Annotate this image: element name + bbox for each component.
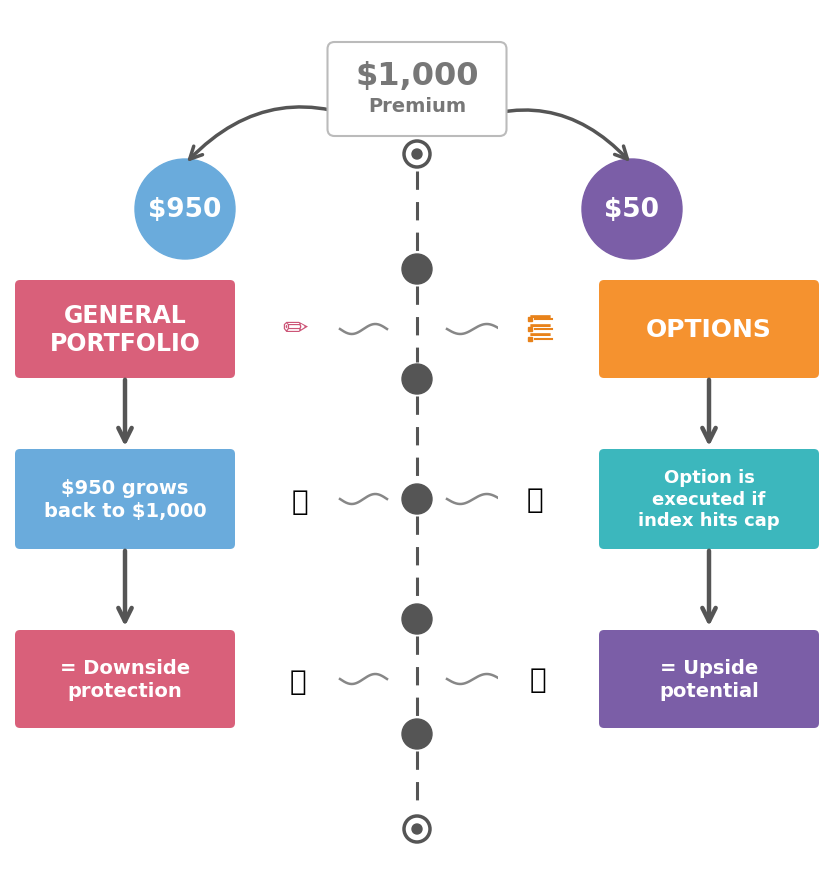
Text: $50: $50 [605, 196, 660, 223]
FancyBboxPatch shape [328, 43, 506, 137]
FancyBboxPatch shape [498, 285, 616, 374]
FancyBboxPatch shape [599, 631, 819, 728]
Text: ☰: ☰ [528, 314, 552, 342]
FancyArrowPatch shape [450, 111, 627, 160]
Text: Option is
executed if
index hits cap: Option is executed if index hits cap [638, 469, 780, 530]
FancyBboxPatch shape [498, 453, 616, 545]
Text: $950 grows
back to $1,000: $950 grows back to $1,000 [43, 479, 206, 520]
FancyBboxPatch shape [599, 450, 819, 549]
Text: 🧍: 🧍 [530, 666, 546, 693]
Circle shape [582, 160, 682, 260]
Circle shape [412, 824, 422, 834]
Circle shape [412, 150, 422, 160]
Circle shape [402, 484, 432, 515]
FancyArrowPatch shape [189, 108, 384, 160]
Text: GENERAL
PORTFOLIO: GENERAL PORTFOLIO [49, 303, 200, 356]
FancyArrowPatch shape [118, 381, 132, 442]
Circle shape [135, 160, 235, 260]
Text: Premium: Premium [368, 96, 466, 116]
Circle shape [402, 719, 432, 749]
Text: 📊: 📊 [527, 486, 543, 513]
Text: 🔍: 🔍 [292, 488, 309, 516]
FancyBboxPatch shape [15, 631, 235, 728]
Circle shape [402, 604, 432, 634]
Text: OPTIONS: OPTIONS [646, 317, 772, 342]
FancyBboxPatch shape [218, 285, 336, 374]
Text: $1,000: $1,000 [355, 61, 479, 91]
Text: = Upside
potential: = Upside potential [659, 659, 759, 700]
FancyArrowPatch shape [118, 551, 132, 622]
Text: 📉: 📉 [289, 667, 306, 695]
FancyBboxPatch shape [218, 634, 336, 724]
Circle shape [404, 816, 430, 842]
FancyBboxPatch shape [498, 634, 616, 724]
FancyArrowPatch shape [702, 551, 716, 622]
Text: ✏: ✏ [282, 315, 308, 344]
FancyBboxPatch shape [218, 453, 336, 545]
Circle shape [402, 254, 432, 285]
Text: $950: $950 [148, 196, 222, 223]
Circle shape [402, 365, 432, 395]
Circle shape [404, 142, 430, 168]
FancyBboxPatch shape [15, 450, 235, 549]
FancyBboxPatch shape [15, 281, 235, 379]
FancyArrowPatch shape [702, 381, 716, 442]
Text: = Downside
protection: = Downside protection [60, 659, 190, 700]
FancyBboxPatch shape [599, 281, 819, 379]
